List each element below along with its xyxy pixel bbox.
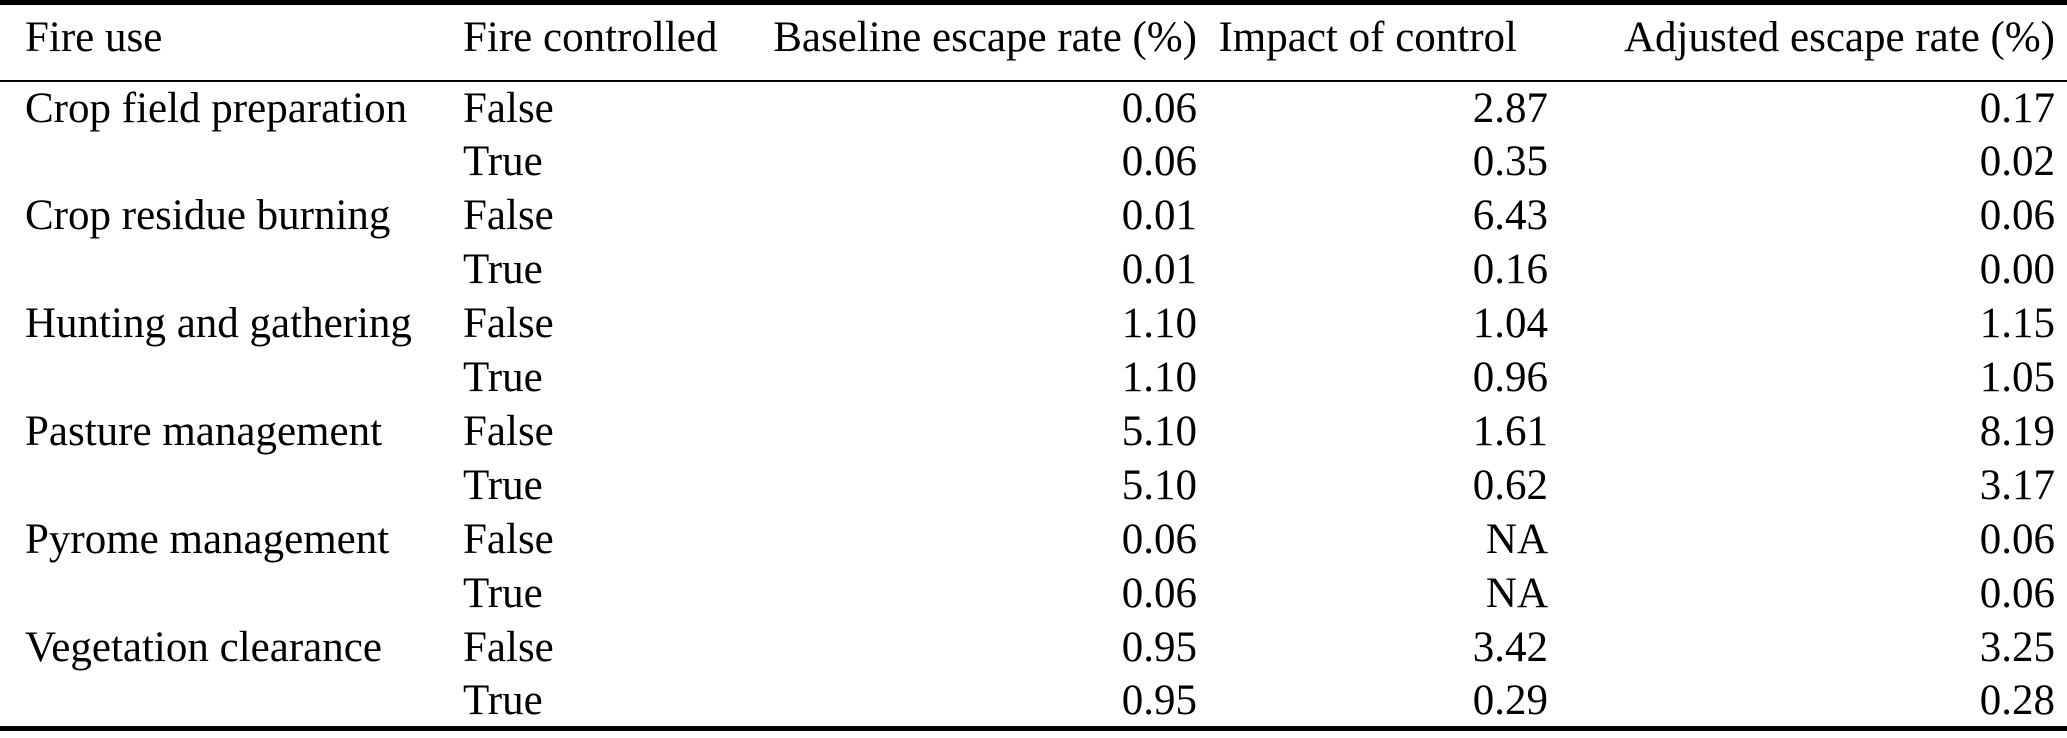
header-row: Fire use Fire controlled Baseline escape…	[0, 2, 2067, 82]
cell-baseline-escape-rate: 0.01	[1121, 246, 1197, 293]
cell-fire-controlled: False	[463, 516, 554, 563]
cell-fire-use	[0, 675, 463, 729]
table-body: Crop field preparation False 0.06 2.87 0.17 T…	[0, 81, 2067, 729]
cell-impact-of-control: 3.42	[1472, 624, 1548, 671]
cell-fire-use: Pyrome management	[25, 516, 390, 563]
table-row: Pasture management False 5.10 1.61 8.19	[0, 405, 2067, 459]
cell-adjusted-escape-rate: 0.06	[1979, 570, 2055, 617]
cell-fire-controlled: True	[463, 676, 543, 724]
cell-impact-of-control: 0.35	[1472, 138, 1548, 185]
table-row: Crop field preparation False 0.06 2.87 0.17	[0, 81, 2067, 135]
cell-fire-use: Vegetation clearance	[25, 624, 382, 671]
cell-adjusted-escape-rate: 0.02	[1979, 138, 2055, 185]
cell-fire-controlled: True	[463, 462, 543, 509]
cell-fire-use	[0, 351, 463, 405]
col-header-adjusted-escape-rate: Adjusted escape rate (%)	[1548, 2, 2067, 82]
cell-adjusted-escape-rate: 1.15	[1979, 300, 2055, 347]
col-header-baseline-escape-rate: Baseline escape rate (%)	[743, 2, 1197, 82]
cell-baseline-escape-rate: 0.06	[1121, 570, 1197, 617]
cell-adjusted-escape-rate: 0.06	[1979, 516, 2055, 563]
cell-impact-of-control: 0.62	[1472, 462, 1548, 509]
cell-fire-use: Crop residue burning	[25, 192, 391, 239]
cell-baseline-escape-rate: 0.06	[1121, 138, 1197, 185]
cell-impact-of-control: 0.29	[1472, 676, 1548, 724]
cell-fire-controlled: False	[463, 624, 554, 671]
cell-fire-controlled: False	[463, 192, 554, 239]
cell-fire-use	[0, 243, 463, 297]
cell-impact-of-control: NA	[1485, 570, 1548, 617]
cell-adjusted-escape-rate: 8.19	[1979, 408, 2055, 455]
cell-adjusted-escape-rate: 3.25	[1979, 624, 2055, 671]
table-row: Hunting and gathering False 1.10 1.04 1.15	[0, 297, 2067, 351]
cell-adjusted-escape-rate: 0.06	[1979, 192, 2055, 239]
cell-impact-of-control: 2.87	[1472, 84, 1548, 132]
table-row: Crop residue burning False 0.01 6.43 0.06	[0, 189, 2067, 243]
cell-baseline-escape-rate: 5.10	[1121, 408, 1197, 455]
col-header-fire-use: Fire use	[0, 2, 463, 82]
cell-adjusted-escape-rate: 0.28	[1979, 676, 2055, 724]
cell-baseline-escape-rate: 0.01	[1121, 192, 1197, 239]
cell-fire-controlled: False	[463, 300, 554, 347]
cell-fire-use: Pasture management	[25, 408, 383, 455]
cell-fire-use	[0, 567, 463, 621]
cell-adjusted-escape-rate: 3.17	[1979, 462, 2055, 509]
col-header-fire-controlled: Fire controlled	[463, 2, 743, 82]
cell-baseline-escape-rate: 5.10	[1121, 462, 1197, 509]
cell-adjusted-escape-rate: 0.17	[1979, 84, 2055, 132]
cell-baseline-escape-rate: 0.95	[1121, 676, 1197, 724]
cell-fire-use: Crop field preparation	[25, 84, 408, 132]
cell-fire-use	[0, 459, 463, 513]
table-row: True 0.95 0.29 0.28	[0, 675, 2067, 729]
table-row: True 0.01 0.16 0.00	[0, 243, 2067, 297]
table-header: Fire use Fire controlled Baseline escape…	[0, 2, 2067, 82]
cell-baseline-escape-rate: 0.06	[1121, 516, 1197, 563]
cell-fire-controlled: True	[463, 246, 543, 293]
table-row: True 0.06 NA 0.06	[0, 567, 2067, 621]
cell-baseline-escape-rate: 1.10	[1121, 300, 1197, 347]
cell-fire-controlled: True	[463, 570, 543, 617]
table-row: Pyrome management False 0.06 NA 0.06	[0, 513, 2067, 567]
table-row: True 5.10 0.62 3.17	[0, 459, 2067, 513]
cell-impact-of-control: 1.04	[1472, 300, 1548, 347]
cell-impact-of-control: 1.61	[1472, 408, 1548, 455]
col-header-impact-of-control: Impact of control	[1197, 2, 1548, 82]
cell-fire-use: Hunting and gathering	[25, 300, 412, 347]
cell-impact-of-control: 0.16	[1472, 246, 1548, 293]
cell-fire-controlled: True	[463, 354, 543, 401]
cell-fire-controlled: False	[463, 408, 554, 455]
cell-adjusted-escape-rate: 0.00	[1979, 246, 2055, 293]
cell-impact-of-control: 0.96	[1472, 354, 1548, 401]
cell-impact-of-control: NA	[1485, 516, 1548, 563]
cell-impact-of-control: 6.43	[1472, 192, 1548, 239]
cell-fire-controlled: False	[463, 84, 554, 132]
table-row: True 0.06 0.35 0.02	[0, 135, 2067, 189]
cell-baseline-escape-rate: 1.10	[1121, 354, 1197, 401]
table-row: True 1.10 0.96 1.05	[0, 351, 2067, 405]
cell-adjusted-escape-rate: 1.05	[1979, 354, 2055, 401]
cell-baseline-escape-rate: 0.06	[1121, 84, 1197, 132]
cell-fire-use	[0, 135, 463, 189]
table-row: Vegetation clearance False 0.95 3.42 3.25	[0, 621, 2067, 675]
cell-baseline-escape-rate: 0.95	[1121, 624, 1197, 671]
cell-fire-controlled: True	[463, 138, 543, 185]
